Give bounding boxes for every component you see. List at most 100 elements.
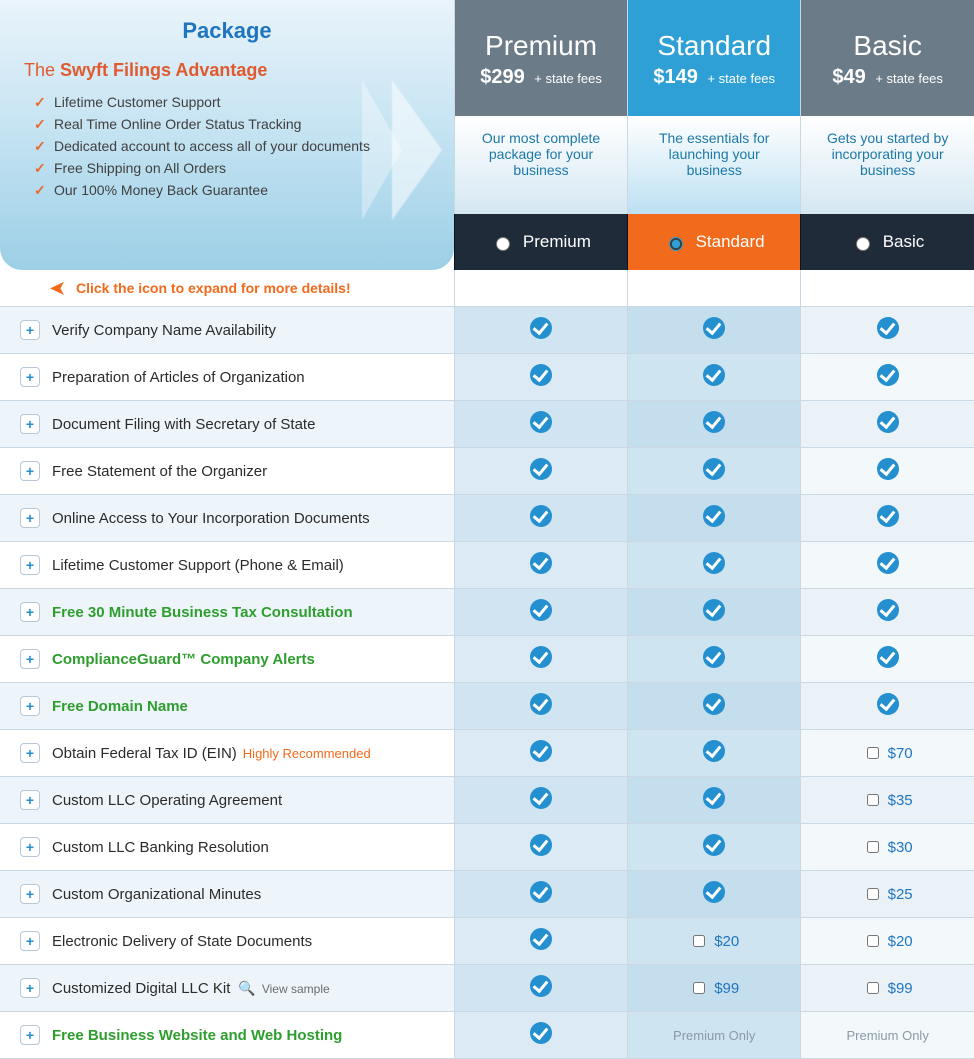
feature-cell-basic: [801, 448, 974, 495]
plan-price: $299 + state fees: [463, 66, 619, 89]
feature-cell-basic: $99: [801, 965, 974, 1012]
feature-cell-standard: $99: [628, 965, 801, 1012]
expand-button[interactable]: +: [20, 978, 40, 998]
feature-row: + Document Filing with Secretary of State: [0, 401, 974, 448]
addon-price: $99: [714, 980, 739, 997]
feature-cell-standard: [628, 354, 801, 401]
plan-desc-basic: Gets you started by incorporating your b…: [801, 116, 974, 214]
feature-cell-standard: [628, 307, 801, 354]
feature-cell-premium: [454, 307, 627, 354]
feature-label: Document Filing with Secretary of State: [52, 416, 315, 433]
empty-cell: [801, 270, 974, 307]
check-icon: [703, 834, 725, 856]
plan-radio-basic[interactable]: [856, 237, 870, 251]
feature-cell-standard: [628, 777, 801, 824]
feature-label: Custom LLC Banking Resolution: [52, 839, 269, 856]
expand-button[interactable]: +: [20, 837, 40, 857]
addon-checkbox[interactable]: [867, 747, 879, 759]
plan-header-standard: Standard $149 + state fees: [628, 0, 801, 116]
plan-radio-standard[interactable]: [669, 237, 683, 251]
feature-label: Free 30 Minute Business Tax Consultation: [52, 604, 353, 621]
feature-cell-standard: [628, 683, 801, 730]
feature-cell-premium: [454, 542, 627, 589]
check-icon: [877, 599, 899, 621]
feature-label: Verify Company Name Availability: [52, 322, 276, 339]
addon-checkbox[interactable]: [693, 982, 705, 994]
expand-button[interactable]: +: [20, 1025, 40, 1045]
plan-price-fees: + state fees: [875, 71, 943, 86]
plan-price: $149 + state fees: [636, 66, 792, 89]
addon-checkbox[interactable]: [867, 841, 879, 853]
plan-name: Premium: [463, 30, 619, 62]
addon-checkbox[interactable]: [867, 982, 879, 994]
expand-button[interactable]: +: [20, 414, 40, 434]
check-icon: [703, 505, 725, 527]
feature-cell-standard: [628, 636, 801, 683]
expand-button[interactable]: +: [20, 367, 40, 387]
magnifier-icon[interactable]: 🔍: [238, 980, 255, 996]
feature-row: +Custom Organizational Minutes$25: [0, 871, 974, 918]
expand-button[interactable]: +: [20, 696, 40, 716]
check-icon: [703, 787, 725, 809]
plan-select-premium[interactable]: Premium: [454, 214, 627, 270]
check-icon: [530, 458, 552, 480]
check-icon: [530, 646, 552, 668]
check-icon: [703, 317, 725, 339]
feature-label: Online Access to Your Incorporation Docu…: [52, 510, 370, 527]
feature-label-cell: +ComplianceGuard™ Company Alerts: [0, 636, 454, 683]
plan-select-basic[interactable]: Basic: [801, 214, 974, 270]
feature-cell-premium: [454, 401, 627, 448]
check-icon: [703, 646, 725, 668]
plan-radio-label[interactable]: Standard: [664, 232, 765, 251]
feature-cell-standard: [628, 401, 801, 448]
feature-cell-basic: $35: [801, 777, 974, 824]
expand-button[interactable]: +: [20, 555, 40, 575]
addon-price: $30: [888, 839, 913, 856]
feature-cell-basic: $25: [801, 871, 974, 918]
feature-row: +Customized Digital LLC Kit🔍View sample$…: [0, 965, 974, 1012]
feature-label-cell: +Customized Digital LLC Kit🔍View sample: [0, 965, 454, 1012]
feature-cell-standard: [628, 871, 801, 918]
plan-radio-label[interactable]: Premium: [491, 232, 591, 251]
feature-label: Custom LLC Operating Agreement: [52, 792, 282, 809]
expand-button[interactable]: +: [20, 884, 40, 904]
plan-select-standard[interactable]: Standard: [628, 214, 801, 270]
expand-button[interactable]: +: [20, 508, 40, 528]
expand-button[interactable]: +: [20, 602, 40, 622]
feature-cell-standard: [628, 495, 801, 542]
plan-radio-text: Standard: [696, 232, 765, 251]
feature-label-cell: + Online Access to Your Incorporation Doc…: [0, 495, 454, 542]
plan-radio-premium[interactable]: [496, 237, 510, 251]
expand-button[interactable]: +: [20, 931, 40, 951]
check-icon: [703, 881, 725, 903]
feature-label: Lifetime Customer Support (Phone & Email…: [52, 557, 344, 574]
feature-label-cell: + Verify Company Name Availability: [0, 307, 454, 354]
feature-label-cell: +Free Business Website and Web Hosting: [0, 1012, 454, 1059]
check-icon: [877, 411, 899, 433]
feature-label-cell: +Obtain Federal Tax ID (EIN)Highly Recom…: [0, 730, 454, 777]
expand-button[interactable]: +: [20, 743, 40, 763]
plan-desc-standard: The essentials for launching your busine…: [628, 116, 801, 214]
addon-checkbox[interactable]: [867, 888, 879, 900]
feature-row: +Electronic Delivery of State Documents$…: [0, 918, 974, 965]
addon-checkbox[interactable]: [693, 935, 705, 947]
feature-cell-basic: $30: [801, 824, 974, 871]
feature-cell-standard: $20: [628, 918, 801, 965]
addon-checkbox[interactable]: [867, 935, 879, 947]
plan-radio-label[interactable]: Basic: [851, 232, 924, 251]
expand-button[interactable]: +: [20, 461, 40, 481]
addon-price: $70: [888, 745, 913, 762]
feature-cell-standard: [628, 730, 801, 777]
feature-label-cell: + Custom LLC Operating Agreement: [0, 777, 454, 824]
view-sample-link[interactable]: View sample: [262, 982, 330, 996]
plan-price-amount: $299: [480, 66, 525, 88]
expand-button[interactable]: +: [20, 320, 40, 340]
addon-checkbox[interactable]: [867, 794, 879, 806]
feature-label-cell: + Custom LLC Banking Resolution: [0, 824, 454, 871]
feature-cell-basic: [801, 495, 974, 542]
check-icon: [530, 975, 552, 997]
expand-button[interactable]: +: [20, 790, 40, 810]
check-icon: [877, 505, 899, 527]
expand-button[interactable]: +: [20, 649, 40, 669]
advantage-item: Real Time Online Order Status Tracking: [24, 113, 430, 135]
